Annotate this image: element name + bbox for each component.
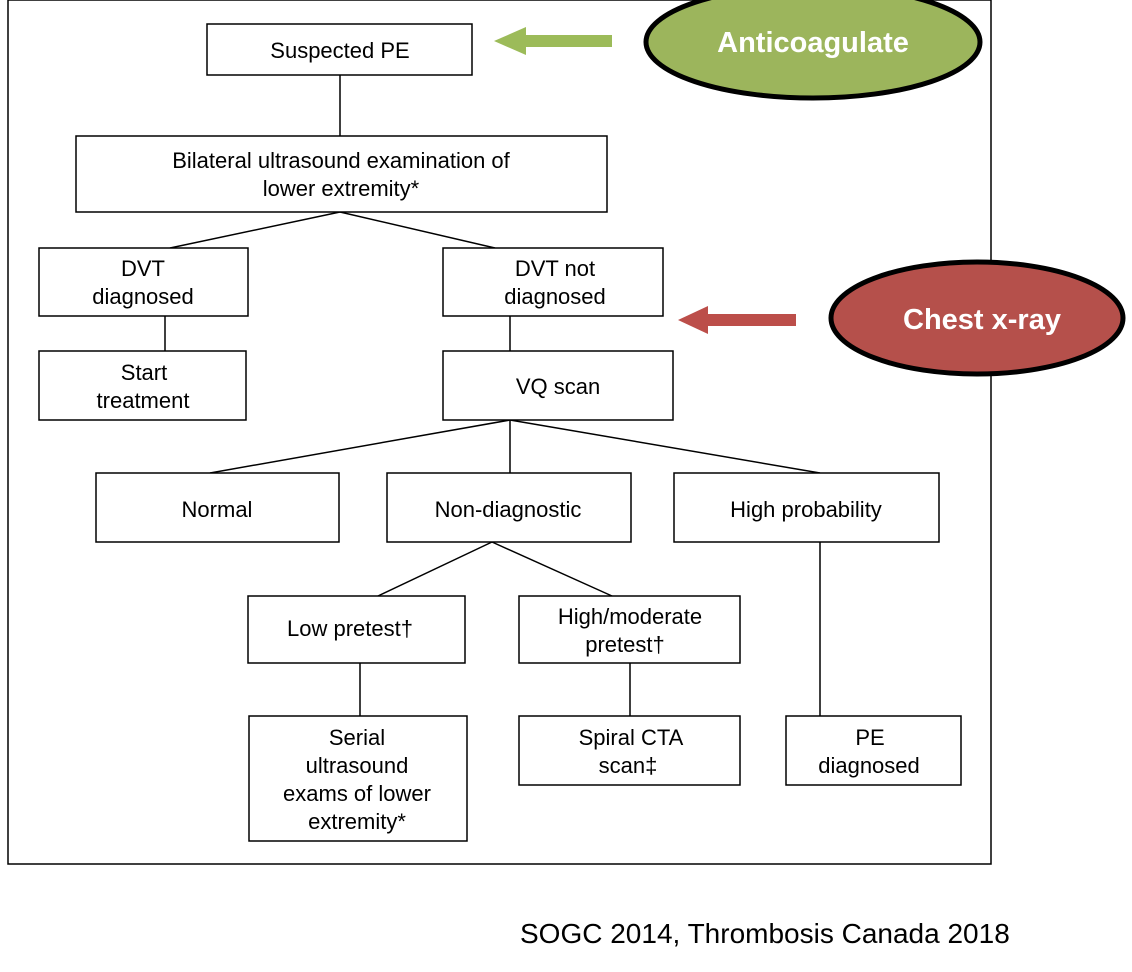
connector-vq-to-normal (209, 419, 511, 474)
outer-frame (7, 0, 992, 865)
anticoagulate-label: Anticoagulate (717, 27, 909, 59)
connector-nondiag-to-high-moderate (491, 541, 613, 597)
chest-xray-arrow (678, 306, 796, 334)
connector-vq-to-high-probability (509, 419, 821, 474)
anticoagulate-arrow-head (494, 27, 526, 55)
label-ultrasound-line1: Bilateral ultrasound examination of (172, 148, 510, 173)
label-high-probability: High probability (730, 497, 882, 522)
box-suspected-pe (206, 23, 473, 76)
box-pe-diagnosed (785, 715, 962, 786)
label-spiral-cta-line2: scan‡ (599, 753, 658, 778)
box-non-diagnostic (386, 472, 632, 543)
label-spiral-cta-line1: Spiral CTA (579, 725, 684, 750)
anticoagulate-arrow-shaft (524, 35, 612, 47)
anticoagulate-annotation: Anticoagulate (494, 0, 983, 101)
label-vq-scan: VQ scan (516, 374, 600, 399)
box-spiral-cta (518, 715, 741, 786)
label-suspected-pe: Suspected PE (270, 38, 409, 63)
box-low-pretest (247, 595, 466, 664)
label-normal: Normal (182, 497, 253, 522)
box-dvt-not-diagnosed (442, 247, 664, 317)
label-non-diagnostic: Non-diagnostic (435, 497, 582, 522)
chest-xray-arrow-head (678, 306, 708, 334)
connector-lines (164, 75, 821, 716)
chest-xray-annotation: Chest x-ray (678, 259, 1126, 377)
label-ultrasound-line2: lower extremity* (263, 176, 420, 201)
flowchart-boxes (38, 23, 962, 842)
connector-ultrasound-to-dvt (169, 211, 341, 249)
label-start-treatment-line2: treatment (97, 388, 190, 413)
label-dvt-diagnosed-line2: diagnosed (92, 284, 194, 309)
box-vq-scan (442, 350, 674, 421)
label-dvt-not-diagnosed-line1: DVT not (515, 256, 595, 281)
label-pe-diagnosed-line1: PE (855, 725, 884, 750)
anticoagulate-oval (643, 0, 983, 101)
label-dvt-diagnosed-line1: DVT (121, 256, 165, 281)
label-start-treatment-line1: Start (121, 360, 167, 385)
connector-nondiag-to-low (377, 541, 493, 597)
box-ultrasound (75, 135, 608, 213)
connector-ultrasound-to-no-dvt (339, 211, 496, 249)
chest-xray-oval (828, 259, 1126, 377)
chest-xray-arrow-shaft (706, 314, 796, 326)
label-dvt-not-diagnosed-line2: diagnosed (504, 284, 606, 309)
label-high-moderate-line2: pretest† (585, 632, 665, 657)
anticoagulate-arrow (494, 27, 612, 55)
label-serial-line4: extremity* (308, 809, 406, 834)
label-pe-diagnosed-line2: diagnosed (818, 753, 920, 778)
label-high-moderate-line1: High/moderate (558, 604, 702, 629)
box-serial-ultrasound (248, 715, 468, 842)
box-dvt-diagnosed (38, 247, 249, 317)
box-high-moderate-pretest (518, 595, 741, 664)
box-normal (95, 472, 340, 543)
box-start-treatment (38, 350, 247, 421)
chest-xray-label: Chest x-ray (903, 304, 1061, 336)
box-high-probability (673, 472, 940, 543)
label-serial-line2: ultrasound (306, 753, 409, 778)
source-citation: SOGC 2014, Thrombosis Canada 2018 (520, 918, 1010, 949)
label-serial-line1: Serial (329, 725, 385, 750)
label-low-pretest: Low pretest† (287, 616, 413, 641)
box-labels: Suspected PE Bilateral ultrasound examin… (92, 38, 920, 834)
label-serial-line3: exams of lower (283, 781, 431, 806)
